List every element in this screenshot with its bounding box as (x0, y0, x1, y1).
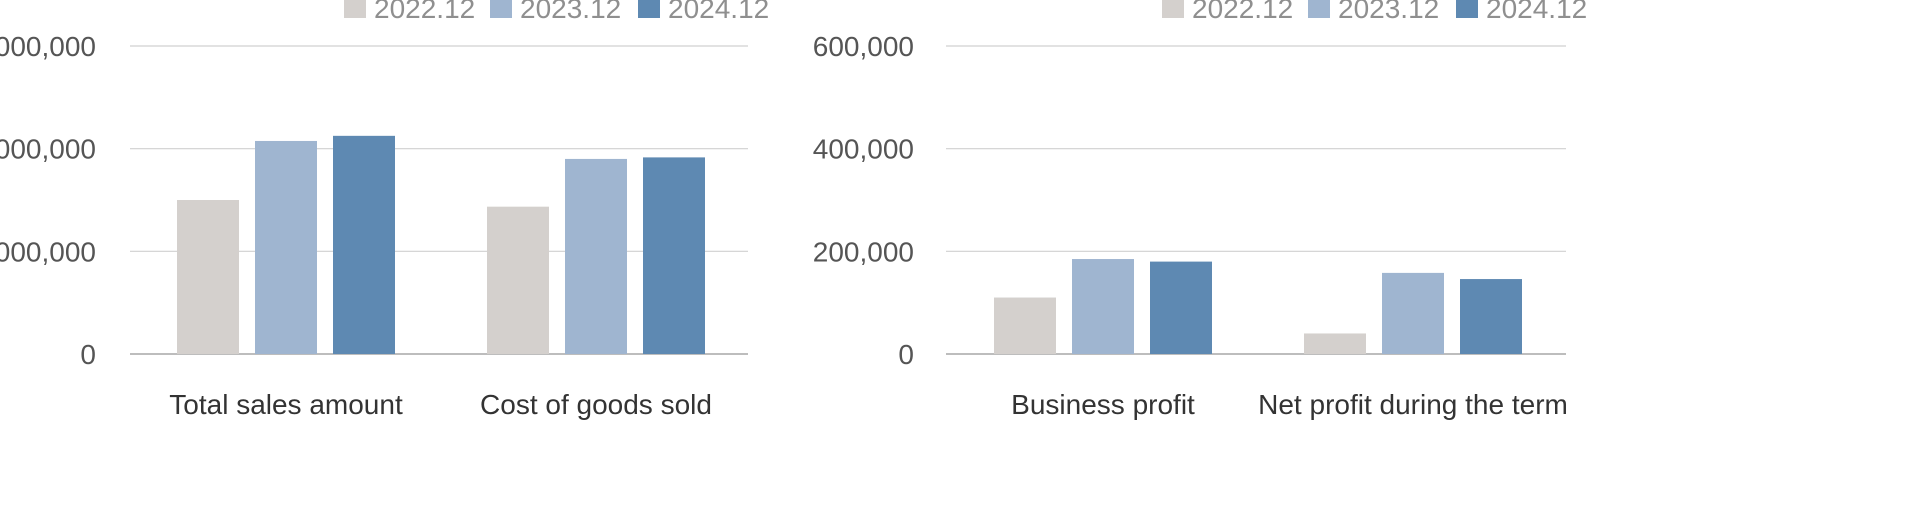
left-chart-legend-label: 2023.12 (520, 0, 621, 24)
right-chart-y-tick-label: 200,000 (813, 236, 914, 267)
right-chart-y-tick-label: 0 (898, 339, 914, 370)
left-chart-bar (177, 200, 239, 354)
right-chart-bar (1460, 279, 1522, 354)
chart-right-svg: 0 200,000 400,000 600,000 Business profit Net… (813, 0, 1587, 420)
right-chart-legend-label: 2023.12 (1338, 0, 1439, 24)
right-chart-y-tick-label: 400,000 (813, 134, 914, 165)
left-chart-legend-label: 2024.12 (668, 0, 769, 24)
left-chart-y-tick-label: 2,000,000 (0, 236, 96, 267)
left-chart-y-tick-label: 0 (80, 339, 96, 370)
right-chart-bar (1304, 333, 1366, 354)
left-chart-bar (487, 206, 549, 354)
left-chart-category-label: Cost of goods sold (480, 389, 712, 420)
chart-right: 0 200,000 400,000 600,000 Business profit Net… (813, 0, 1922, 508)
right-chart-bar (1150, 261, 1212, 354)
right-chart-category-label: Net profit during the term (1258, 389, 1568, 420)
right-chart-legend-swatch (1162, 0, 1184, 18)
left-chart-bar (565, 158, 627, 354)
right-chart-bar (1382, 272, 1444, 354)
right-chart-legend-label: 2024.12 (1486, 0, 1587, 24)
left-chart-legend-swatch (344, 0, 366, 18)
left-chart-y-tick-label: 6,000,000 (0, 31, 96, 62)
chart-left-svg: 0 2,000,000 4,000,000 6,000,000 Total sales … (0, 0, 769, 420)
right-chart-legend-label: 2022.12 (1192, 0, 1293, 24)
left-chart-bar (643, 157, 705, 354)
right-chart-y-tick-label: 600,000 (813, 31, 914, 62)
chart-left: 0 2,000,000 4,000,000 6,000,000 Total sales … (0, 0, 940, 508)
right-chart-bar (994, 297, 1056, 354)
left-chart-legend-swatch (638, 0, 660, 18)
right-chart-legend-swatch (1456, 0, 1478, 18)
left-chart-y-tick-label: 4,000,000 (0, 134, 96, 165)
left-chart-category-label: Total sales amount (169, 389, 403, 420)
left-chart-bar (255, 140, 317, 354)
left-chart-legend-label: 2022.12 (374, 0, 475, 24)
right-chart-bar (1072, 259, 1134, 354)
right-chart-legend-swatch (1308, 0, 1330, 18)
right-chart-category-label: Business profit (1011, 389, 1195, 420)
left-chart-bar (333, 135, 395, 354)
left-chart-legend-swatch (490, 0, 512, 18)
